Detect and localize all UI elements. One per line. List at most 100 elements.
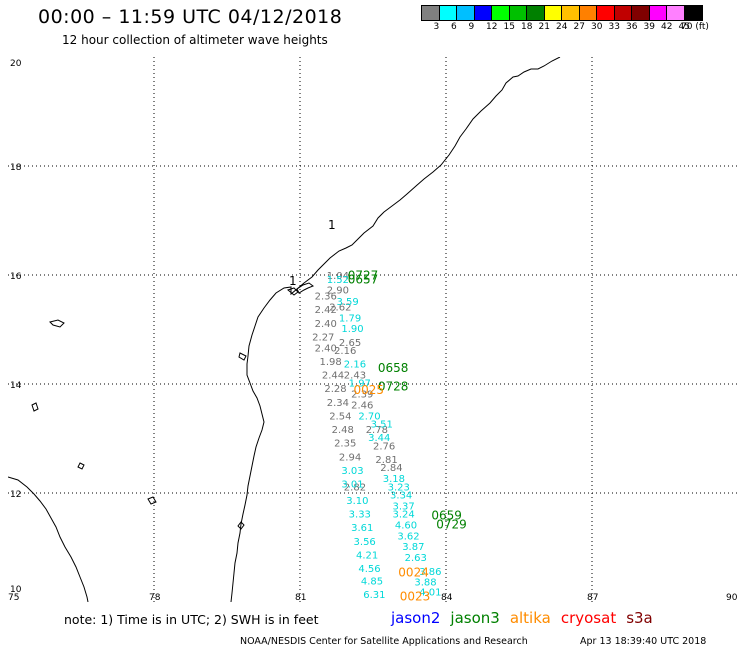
colorbar-swatch — [422, 6, 440, 20]
colorbar-swatch — [684, 6, 702, 20]
wave-height-label: 2.40 — [315, 319, 337, 330]
wave-height-label: 2.46 — [351, 401, 373, 412]
islet-1 — [49, 319, 65, 328]
pass-time-label: 0728 — [378, 380, 409, 394]
colorbar-swatch — [632, 6, 650, 20]
pass-time-label: 0727 — [348, 268, 379, 282]
land-label: 1 — [289, 274, 297, 288]
wave-height-label: 3.34 — [390, 490, 412, 501]
legend-s3a: s3a — [626, 609, 653, 627]
wave-height-label: 2.63 — [405, 553, 427, 564]
x-tick-label: 75 — [8, 593, 19, 602]
x-tick-label: 90 — [726, 593, 738, 602]
wave-height-label: 2.65 — [339, 338, 361, 349]
wave-height-label: 2.40 — [315, 343, 337, 354]
wave-height-label: 3.62 — [397, 531, 419, 542]
map-title: 00:00 – 11:59 UTC 04/12/2018 — [38, 6, 343, 28]
wave-height-label: 2.28 — [324, 384, 346, 395]
colorbar-label: 70 (ft) — [681, 22, 709, 32]
islet-4 — [77, 462, 85, 470]
wave-height-label: 1.52 — [327, 275, 349, 286]
wave-height-label: 2.78 — [366, 425, 388, 436]
wave-height-label: 1.79 — [339, 313, 361, 324]
islet-6 — [237, 521, 245, 530]
wave-height-label: 2.16 — [344, 360, 366, 371]
wave-height-label: 1.90 — [341, 324, 363, 335]
colorbar-swatch — [597, 6, 615, 20]
colorbar-swatch — [579, 6, 597, 20]
legend-jason2: jason2 — [391, 609, 441, 627]
y-tick-label: 14 — [10, 381, 22, 391]
colorbar-swatch — [474, 6, 492, 20]
wave-height-label: 2.70 — [358, 411, 380, 422]
pass-time-label: 0658 — [378, 361, 409, 375]
colorbar-label: 30 — [591, 22, 603, 32]
y-tick-label: 12 — [10, 490, 21, 500]
legend-cryosat: cryosat — [560, 609, 617, 627]
wave-height-label: 3.59 — [337, 297, 359, 308]
satellite-legend: jason2 jason3 altika cryosat s3a — [391, 609, 663, 627]
colorbar-label: 15 — [503, 22, 515, 32]
wave-height-label: 2.94 — [339, 452, 361, 463]
wave-height-label: 2.82 — [344, 482, 366, 493]
wave-height-colorbar — [421, 5, 703, 21]
wave-height-label: 3.03 — [341, 466, 363, 477]
colorbar-label: 42 — [661, 22, 673, 32]
y-tick-label: 10 — [10, 585, 22, 595]
colorbar-labels: 3 6 9 12 15 18 21 24 27 30 33 36 39 42 45 70 (ft) — [421, 22, 731, 34]
wave-height-label: 2.34 — [327, 398, 349, 409]
colorbar-label: 18 — [521, 22, 533, 32]
y-tick-label: 20 — [10, 59, 22, 69]
colorbar-label: 24 — [556, 22, 568, 32]
x-tick-label: 84 — [441, 593, 453, 602]
colorbar-label: 21 — [538, 22, 550, 32]
krishna-spit — [286, 287, 299, 296]
wave-height-label: 3.37 — [392, 501, 414, 512]
wave-height-readings: 1.042.902.362.622.422.402.27 2.652.402.16… — [312, 271, 441, 601]
wave-height-label: 3.86 — [419, 567, 441, 578]
wave-height-label: 3.87 — [402, 542, 424, 553]
wave-height-label: 2.16 — [334, 346, 356, 357]
wave-height-label: 6.31 — [363, 590, 385, 601]
footnote: note: 1) Time is in UTC; 2) SWH is in fe… — [64, 612, 319, 627]
colorbar-label: 6 — [451, 22, 457, 32]
pass-time-label: 0023 — [400, 589, 431, 602]
land-labels: 1 1 — [289, 218, 336, 288]
y-tick-label: 18 — [10, 163, 22, 173]
godavari-delta — [296, 282, 315, 294]
x-tick-label: 81 — [295, 593, 306, 602]
colorbar-swatch — [509, 6, 527, 20]
wave-height-label: 2.54 — [329, 411, 351, 422]
colorbar-swatch — [544, 6, 562, 20]
wave-height-label: 3.24 — [392, 510, 414, 521]
wave-height-label: 3.44 — [368, 433, 390, 444]
wave-height-label: 2.43 — [344, 371, 366, 382]
colorbar-swatch — [439, 6, 457, 20]
pass-time-label: 0729 — [436, 517, 467, 531]
wave-height-label: 2.42 — [315, 305, 337, 316]
wave-height-label: 2.81 — [375, 455, 397, 466]
x-tick-label: 87 — [587, 593, 598, 602]
wave-height-label: 4.56 — [358, 564, 380, 575]
map-subtitle: 12 hour collection of altimeter wave hei… — [62, 33, 328, 47]
coastline — [8, 57, 561, 602]
wave-height-label: 3.01 — [341, 480, 363, 491]
pass-time-label: 0657 — [348, 273, 379, 287]
wave-height-label: 4.85 — [361, 577, 383, 588]
colorbar-swatch — [492, 6, 510, 20]
colorbar-swatch — [457, 6, 475, 20]
land-label: 1 — [328, 218, 336, 232]
wave-height-label: 4.60 — [395, 520, 417, 531]
wave-height-label: 2.35 — [334, 439, 356, 450]
wave-height-label: 1.98 — [319, 357, 341, 368]
colorbar-label: 36 — [626, 22, 638, 32]
colorbar-label: 39 — [643, 22, 655, 32]
wave-height-label: 3.51 — [371, 420, 393, 431]
wave-height-label: 3.18 — [383, 474, 405, 485]
sri-lanka-edge — [8, 476, 89, 602]
wave-height-label: 2.27 — [312, 332, 334, 343]
wave-height-label: 4.01 — [419, 587, 441, 598]
wave-height-label: 1.04 — [327, 271, 349, 282]
